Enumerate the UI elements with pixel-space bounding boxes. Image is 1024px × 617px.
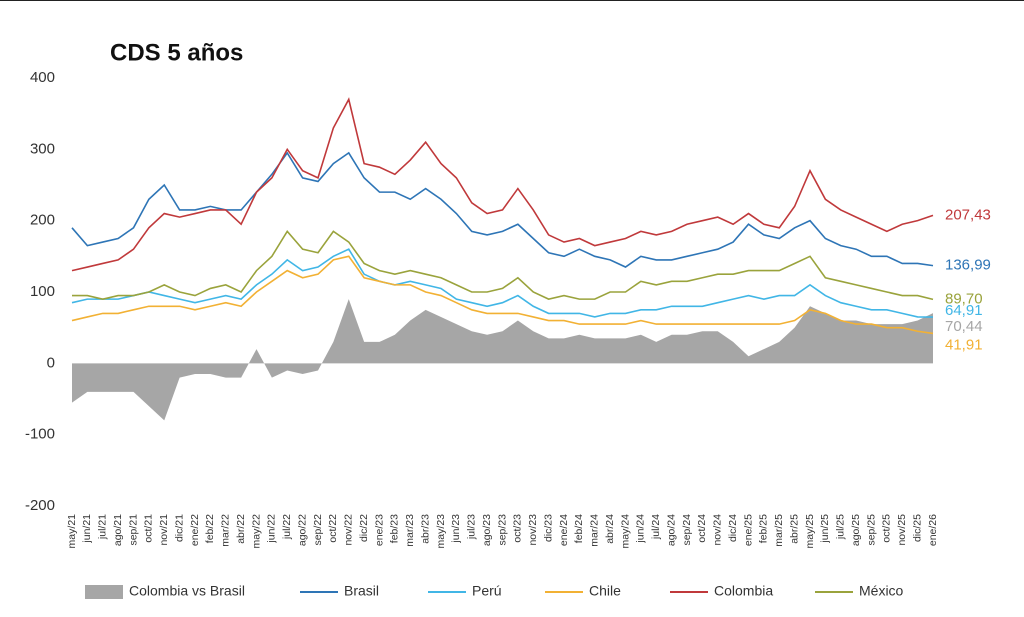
x-tick-label: jun/23 (450, 514, 462, 544)
x-tick-label: mar/23 (404, 514, 416, 547)
x-tick-label: nov/21 (158, 514, 170, 546)
x-tick-label: dic/24 (727, 514, 739, 542)
x-tick-label: oct/21 (143, 514, 155, 543)
x-tick-label: sep/21 (127, 514, 139, 546)
legend-label: México (859, 583, 904, 599)
legend-label: Perú (472, 583, 502, 599)
legend-label: Chile (589, 583, 621, 599)
x-tick-label: jun/22 (266, 514, 278, 544)
x-tick-label: may/23 (435, 514, 447, 549)
x-tick-label: may/24 (619, 514, 631, 549)
x-tick-label: jul/25 (835, 514, 847, 540)
x-tick-label: nov/24 (712, 514, 724, 546)
y-tick-label: -200 (25, 497, 55, 514)
x-tick-label: ene/25 (742, 514, 754, 546)
x-tick-label: oct/24 (696, 514, 708, 543)
line (71, 151, 934, 268)
end-value-label: 89,70 (945, 290, 983, 307)
x-tick-label: dic/22 (358, 514, 370, 542)
x-tick-label: oct/25 (881, 514, 893, 543)
y-tick-label: 300 (30, 140, 55, 157)
x-tick-label: feb/24 (573, 514, 585, 543)
x-tick-label: ago/22 (296, 514, 308, 546)
x-tick-label: mar/22 (220, 514, 232, 547)
x-tick-label: dic/25 (911, 514, 923, 542)
x-tick-label: may/21 (66, 514, 78, 549)
legend-label: Brasil (344, 583, 379, 599)
x-tick-label: abr/25 (788, 514, 800, 544)
x-tick-label: may/22 (250, 514, 262, 549)
y-tick-label: 0 (47, 354, 55, 371)
end-value-label: 64,91 (945, 302, 983, 319)
x-tick-label: sep/23 (496, 514, 508, 546)
x-tick-label: ene/23 (373, 514, 385, 546)
x-tick-label: jul/22 (281, 514, 293, 540)
x-tick-label: jul/23 (466, 514, 478, 540)
x-tick-label: dic/21 (173, 514, 185, 542)
x-tick-label: sep/22 (312, 514, 324, 546)
x-tick-label: nov/22 (343, 514, 355, 546)
y-tick-label: 400 (30, 69, 55, 86)
x-tick-label: ene/24 (558, 514, 570, 546)
x-tick-label: nov/23 (527, 514, 539, 546)
x-tick-label: jul/21 (97, 514, 109, 540)
x-tick-label: abr/22 (235, 514, 247, 544)
x-tick-label: ago/21 (112, 514, 124, 546)
x-tick-label: jul/24 (650, 514, 662, 540)
end-value-label: 207,43 (945, 206, 991, 223)
line (71, 248, 934, 318)
x-tick-label: ago/23 (481, 514, 493, 546)
x-tick-label: feb/25 (758, 514, 770, 543)
x-tick-label: ago/24 (665, 514, 677, 546)
end-value-label: 41,91 (945, 336, 983, 353)
end-value-label: 70,44 (945, 318, 983, 335)
legend-label: Colombia (714, 583, 773, 599)
x-tick-label: jun/21 (81, 514, 93, 544)
x-tick-label: feb/22 (204, 514, 216, 543)
x-tick-label: sep/25 (865, 514, 877, 546)
legend-label: Colombia vs Brasil (129, 583, 245, 599)
y-tick-label: -100 (25, 426, 55, 443)
y-tick-label: 200 (30, 212, 55, 229)
x-tick-label: abr/23 (419, 514, 431, 544)
end-value-label: 136,99 (945, 257, 991, 274)
y-tick-label: 100 (30, 283, 55, 300)
x-tick-label: may/25 (804, 514, 816, 549)
line (72, 230, 934, 301)
x-tick-label: mar/25 (773, 514, 785, 547)
legend-swatch (85, 585, 123, 599)
x-tick-label: ago/25 (850, 514, 862, 546)
x-tick-label: mar/24 (589, 514, 601, 547)
x-tick-label: ene/26 (927, 514, 939, 546)
x-tick-label: abr/24 (604, 514, 616, 544)
x-tick-label: ene/22 (189, 514, 201, 546)
x-tick-label: sep/24 (681, 514, 693, 546)
x-tick-label: jun/25 (819, 514, 831, 544)
line (71, 97, 934, 272)
x-tick-label: oct/22 (327, 514, 339, 543)
x-tick-label: feb/23 (389, 514, 401, 543)
area (72, 299, 933, 421)
x-tick-label: jun/24 (635, 514, 647, 544)
x-tick-label: dic/23 (542, 514, 554, 542)
x-tick-label: oct/23 (512, 514, 524, 543)
x-tick-label: nov/25 (896, 514, 908, 546)
chart-title: CDS 5 años (110, 39, 243, 66)
line (71, 255, 934, 335)
